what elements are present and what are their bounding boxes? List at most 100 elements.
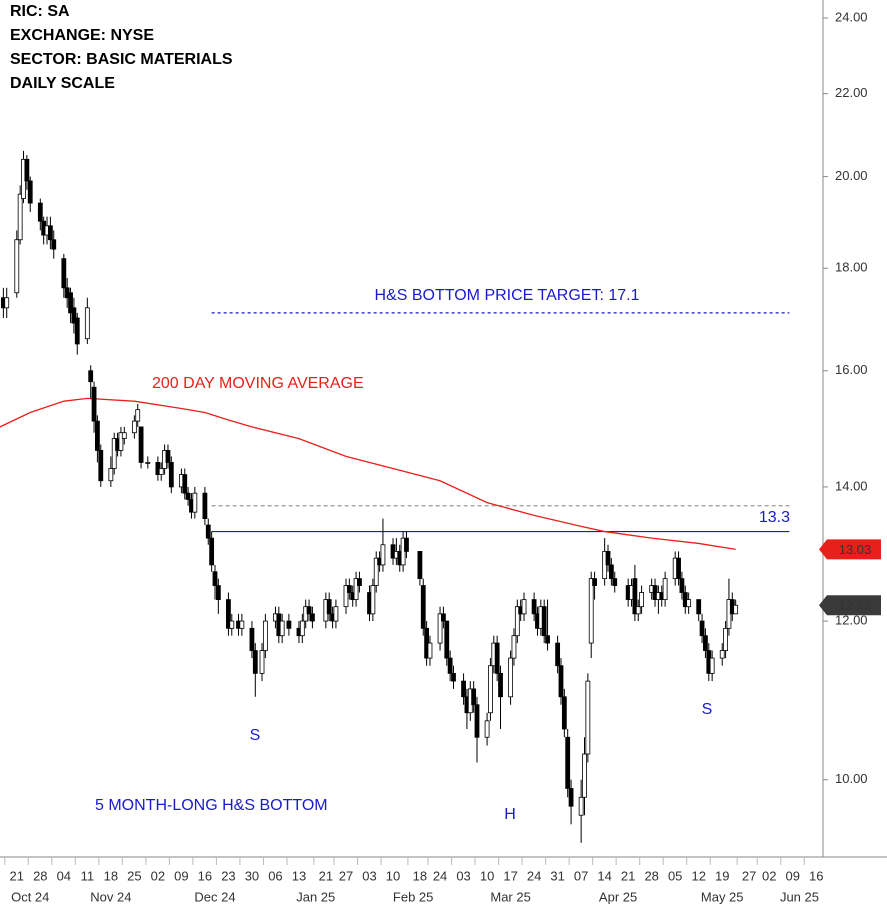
candle-body: [723, 627, 728, 651]
candle-body: [444, 620, 450, 659]
candle-body: [639, 592, 645, 608]
candle-body: [209, 537, 215, 566]
candle-body: [404, 537, 409, 552]
x-tick-label: 02: [151, 868, 165, 883]
y-tick-label: 24.00: [835, 9, 868, 24]
candle-body: [165, 450, 171, 463]
candle-body: [138, 426, 144, 463]
candle-body: [635, 606, 641, 615]
y-tick-label: 12.00: [835, 613, 868, 628]
candle-body: [91, 386, 97, 422]
candle-body: [420, 585, 426, 629]
candle-body: [679, 578, 685, 593]
candle-body: [286, 620, 292, 629]
candle-body: [158, 468, 164, 475]
x-tick-label: 16: [198, 868, 212, 883]
candle-body: [135, 409, 141, 422]
candle-body: [202, 492, 208, 519]
x-tick-label: 28: [33, 868, 47, 883]
header-line: RIC: SA: [10, 3, 70, 20]
x-tick-label: 13: [292, 868, 306, 883]
candle-body: [88, 370, 94, 383]
x-month-label: Dec 24: [194, 889, 235, 904]
candle-body: [346, 585, 352, 593]
y-tick-label: 20.00: [835, 168, 868, 183]
candle-body: [612, 578, 618, 586]
x-tick-label: 05: [668, 868, 682, 883]
x-tick-label: 18: [413, 868, 427, 883]
candle-body: [565, 736, 571, 789]
candle-body: [733, 604, 739, 615]
candle-body: [279, 620, 285, 637]
y-tick-label: 18.00: [835, 260, 868, 275]
x-tick-label: 17: [503, 868, 517, 883]
candle-body: [686, 599, 692, 608]
candle-body: [441, 613, 446, 622]
x-tick-label: 25: [127, 868, 141, 883]
pattern-label: 5 MONTH-LONG H&S BOTTOM: [95, 797, 328, 814]
candle-body: [68, 292, 73, 314]
candle-body: [212, 571, 218, 586]
candle-body: [24, 158, 30, 182]
candle-body: [558, 665, 564, 698]
x-month-label: May 25: [701, 889, 744, 904]
candle-body: [61, 258, 67, 289]
candle-body: [310, 613, 315, 622]
candle-body: [662, 578, 668, 600]
y-tick-label: 14.00: [835, 478, 868, 493]
candle-body: [239, 620, 245, 629]
candle-body: [555, 642, 561, 667]
x-tick-label: 09: [786, 868, 800, 883]
candle-body: [84, 307, 90, 340]
x-tick-label: 24: [433, 868, 447, 883]
candle-body: [229, 620, 235, 629]
candle-body: [461, 680, 466, 698]
candle-body: [47, 225, 53, 241]
x-month-label: Jan 25: [296, 889, 335, 904]
candle-body: [568, 788, 574, 807]
candle-body: [131, 420, 137, 434]
candle-body: [585, 680, 591, 755]
candle-body: [370, 585, 376, 615]
x-month-label: Oct 24: [11, 889, 49, 904]
candle-body: [205, 524, 211, 539]
candle-body: [592, 578, 597, 586]
candle-body: [380, 544, 386, 566]
candle-body: [326, 599, 332, 615]
x-month-label: Feb 25: [393, 889, 433, 904]
x-tick-label: 10: [386, 868, 400, 883]
candle-body: [471, 688, 477, 706]
x-tick-label: 28: [644, 868, 658, 883]
candle-body: [561, 696, 567, 730]
y-tick-label: 16.00: [835, 362, 868, 377]
candle-body: [215, 585, 221, 600]
candle-body: [249, 627, 255, 651]
candle-body: [51, 239, 57, 250]
x-tick-label: 27: [339, 868, 353, 883]
header-line: EXCHANGE: NYSE: [10, 27, 154, 44]
candle-body: [259, 650, 265, 674]
candle-body: [17, 193, 23, 241]
candle-body: [541, 606, 547, 637]
x-tick-label: 18: [104, 868, 118, 883]
candle-body: [508, 657, 513, 698]
x-tick-label: 12: [691, 868, 705, 883]
candle-body: [262, 620, 268, 651]
candle-body: [427, 642, 433, 659]
candle-body: [333, 606, 339, 622]
x-tick-label: 03: [362, 868, 376, 883]
candle-body: [27, 180, 33, 204]
ma-label: 200 DAY MOVING AVERAGE: [152, 375, 364, 392]
candle-body: [545, 635, 550, 644]
candle-body: [353, 578, 359, 600]
candle-body: [299, 620, 305, 637]
candle-body: [417, 551, 423, 580]
candle-body: [699, 620, 705, 637]
candle-body: [306, 606, 312, 615]
candle-body: [676, 557, 681, 580]
x-tick-label: 07: [574, 868, 588, 883]
candle-body: [185, 492, 191, 500]
candle-body: [588, 578, 594, 644]
candle-body: [111, 438, 117, 469]
